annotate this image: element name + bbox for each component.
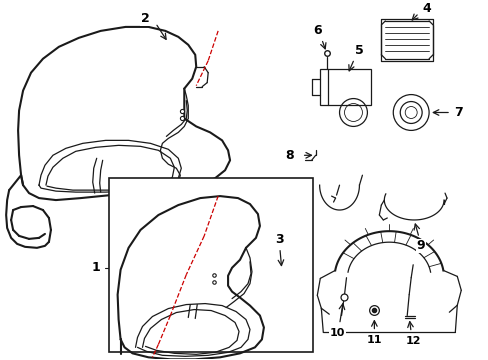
Text: 1: 1 [91, 261, 100, 274]
Bar [381, 19, 432, 61]
Text: 6: 6 [313, 24, 321, 37]
Text: 7: 7 [454, 106, 463, 119]
Text: 11: 11 [366, 336, 381, 345]
Text: 9: 9 [416, 239, 425, 252]
Text: 8: 8 [285, 149, 293, 162]
Text: 3: 3 [275, 233, 284, 246]
Bar [319, 69, 370, 104]
Text: 10: 10 [329, 328, 345, 338]
Bar [108, 178, 312, 352]
Text: 2: 2 [141, 13, 149, 26]
Text: 4: 4 [422, 3, 430, 15]
Text: 12: 12 [405, 336, 420, 346]
Text: 5: 5 [354, 44, 363, 57]
